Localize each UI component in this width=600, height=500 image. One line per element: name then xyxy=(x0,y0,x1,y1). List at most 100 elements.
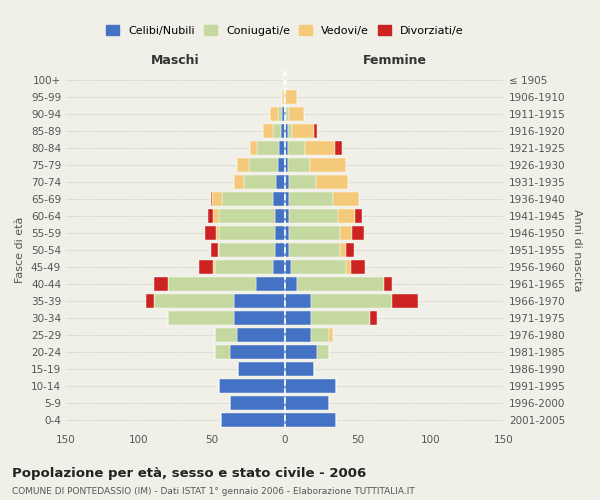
Bar xyxy=(288,124,292,138)
Bar xyxy=(275,209,285,223)
Bar xyxy=(314,124,317,138)
Bar xyxy=(289,209,338,223)
Bar xyxy=(285,226,289,240)
Bar xyxy=(234,175,244,189)
Bar xyxy=(286,107,289,121)
Bar xyxy=(346,260,350,274)
Bar xyxy=(250,141,257,155)
Y-axis label: Anni di nascita: Anni di nascita xyxy=(572,209,582,291)
Bar xyxy=(205,226,217,240)
Bar xyxy=(346,243,353,257)
Bar xyxy=(281,124,285,138)
Bar xyxy=(234,294,285,308)
Bar xyxy=(288,141,305,155)
Bar xyxy=(257,141,279,155)
Bar xyxy=(289,243,340,257)
Bar xyxy=(211,192,212,206)
Bar xyxy=(285,243,289,257)
Bar xyxy=(275,243,285,257)
Bar xyxy=(338,209,355,223)
Bar xyxy=(285,107,286,121)
Bar xyxy=(217,226,220,240)
Bar xyxy=(284,90,285,104)
Bar xyxy=(211,243,218,257)
Bar xyxy=(282,90,284,104)
Bar xyxy=(168,277,256,291)
Bar xyxy=(285,311,311,325)
Bar xyxy=(219,226,275,240)
Bar xyxy=(285,90,296,104)
Bar xyxy=(311,311,370,325)
Bar xyxy=(218,243,220,257)
Bar xyxy=(275,226,285,240)
Bar xyxy=(154,277,168,291)
Bar xyxy=(154,294,234,308)
Bar xyxy=(263,124,274,138)
Bar xyxy=(311,294,392,308)
Bar xyxy=(316,175,348,189)
Bar xyxy=(244,175,276,189)
Bar xyxy=(285,277,296,291)
Bar xyxy=(310,158,346,172)
Bar xyxy=(214,209,220,223)
Bar xyxy=(199,260,214,274)
Bar xyxy=(285,73,286,87)
Bar xyxy=(317,345,329,359)
Bar xyxy=(222,192,274,206)
Bar xyxy=(370,311,377,325)
Bar xyxy=(329,328,333,342)
Bar xyxy=(237,328,285,342)
Bar xyxy=(333,192,359,206)
Bar xyxy=(311,328,329,342)
Bar xyxy=(285,294,311,308)
Bar xyxy=(284,73,285,87)
Bar xyxy=(256,277,285,291)
Bar xyxy=(271,107,278,121)
Bar xyxy=(350,260,365,274)
Bar xyxy=(289,226,340,240)
Bar xyxy=(392,294,418,308)
Bar xyxy=(289,175,316,189)
Bar xyxy=(285,192,289,206)
Bar xyxy=(292,124,314,138)
Bar xyxy=(285,413,336,427)
Bar xyxy=(230,345,285,359)
Bar xyxy=(278,107,282,121)
Bar xyxy=(237,158,248,172)
Bar xyxy=(238,362,285,376)
Bar xyxy=(215,345,230,359)
Bar xyxy=(285,124,288,138)
Bar xyxy=(234,311,285,325)
Text: COMUNE DI PONTEDASSIO (IM) - Dati ISTAT 1° gennaio 2006 - Elaborazione TUTTITALI: COMUNE DI PONTEDASSIO (IM) - Dati ISTAT … xyxy=(12,488,415,496)
Bar xyxy=(285,260,291,274)
Bar xyxy=(220,379,285,393)
Bar xyxy=(296,277,384,291)
Bar xyxy=(279,141,285,155)
Bar xyxy=(340,243,346,257)
Bar xyxy=(146,294,154,308)
Bar xyxy=(274,124,281,138)
Bar xyxy=(285,141,288,155)
Bar xyxy=(305,141,335,155)
Bar xyxy=(208,209,214,223)
Bar xyxy=(230,396,285,410)
Bar xyxy=(289,192,333,206)
Bar xyxy=(285,209,289,223)
Text: Popolazione per età, sesso e stato civile - 2006: Popolazione per età, sesso e stato civil… xyxy=(12,468,366,480)
Bar xyxy=(289,107,304,121)
Bar xyxy=(219,243,275,257)
Bar xyxy=(340,226,352,240)
Bar xyxy=(285,328,311,342)
Bar xyxy=(285,345,317,359)
Bar xyxy=(168,311,234,325)
Y-axis label: Fasce di età: Fasce di età xyxy=(16,217,25,283)
Text: Maschi: Maschi xyxy=(151,54,200,66)
Bar xyxy=(214,260,215,274)
Bar xyxy=(215,328,237,342)
Bar xyxy=(274,192,285,206)
Bar xyxy=(219,209,275,223)
Bar xyxy=(276,175,285,189)
Text: Femmine: Femmine xyxy=(362,54,427,66)
Bar xyxy=(355,209,362,223)
Bar xyxy=(285,396,329,410)
